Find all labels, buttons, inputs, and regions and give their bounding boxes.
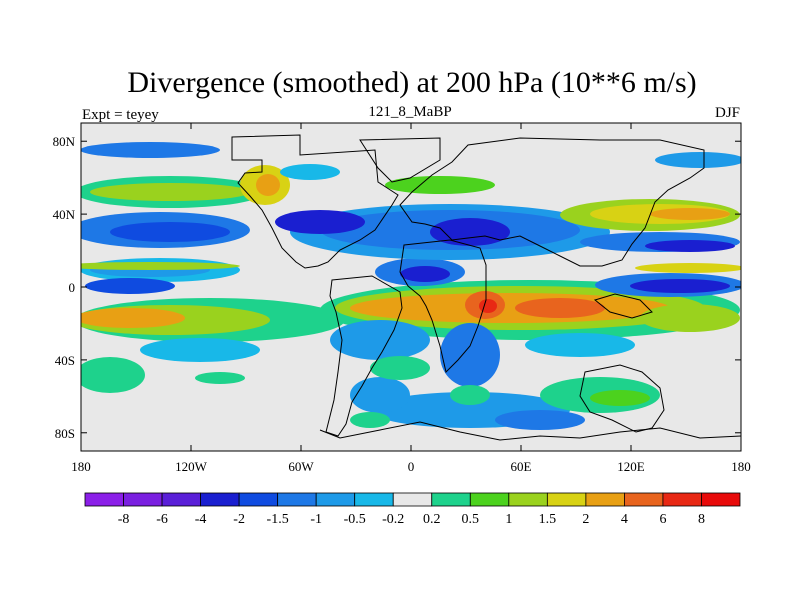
conv-arctic-east [655,152,741,168]
colorbar-swatch [161,492,201,507]
colorbar-swatch [277,492,317,507]
x-tick-label: 60W [288,459,314,474]
colorbar-label: -6 [156,512,168,527]
x-tick-label: 180 [71,459,91,474]
y-tick-label: 80N [53,134,76,149]
conv-arctic-pacific [81,142,220,158]
conv-south-atlantic [440,323,500,387]
colorbar-swatch [701,492,741,507]
colorbar-swatch [508,492,548,507]
colorbar-label: -0.2 [382,512,404,527]
conv-south-america [330,320,430,360]
chart-subtitle: 121_8_MaBP [368,104,451,120]
colorbar-label: 1 [505,512,512,527]
div-storm-track-max [650,208,730,220]
div-band-west-pacific [640,304,740,332]
colorbar-swatch [123,492,163,507]
div-peak-africa [479,299,497,313]
colorbar-label: -8 [118,512,130,527]
div-north-america-core [256,174,280,196]
div-midlat-europe [385,176,495,194]
x-axis: 180 120W 60W 0 60E 120E 180 [71,123,751,474]
x-tick-label: 180 [731,459,751,474]
coastline-australia [579,364,665,433]
coastline-maritime-continent [593,293,653,319]
colorbar-label: 8 [698,512,705,527]
colorbar-swatch [469,492,510,507]
conv-southern-ocean-core [495,410,585,430]
conv-south-pacific [140,338,260,362]
conv-core-gulf [275,210,365,234]
y-tick-label: 80S [55,426,75,441]
div-band-pacific-core [81,308,185,328]
colorbar-label: -1 [310,512,322,527]
colorbar-label: 4 [621,512,628,527]
conv-north-africa-core [400,266,450,282]
coastlines [231,134,741,441]
colorbar-swatch [662,492,702,507]
coastline-south-america [325,275,403,437]
coastline-north-america [231,134,399,269]
colorbar: -8 -6 -4 -2 -1.5 -1 -0.5 -0.2 0.2 0.5 1 1.5 2 4 6 8 [84,492,741,527]
y-tick-label: 40N [53,207,76,222]
div-south-atlantic [370,356,430,380]
colorbar-swatch [84,492,124,507]
y-axis: 80N 40N 0 40S 80S [53,134,741,441]
div-antarctic [350,412,390,428]
x-tick-label: 0 [408,459,415,474]
colorbar-label: 0.2 [423,512,441,527]
conv-arctic-america [280,164,340,180]
colorbar-label: 6 [659,512,666,527]
colorbar-swatch [315,492,356,507]
div-south-atlantic-east [450,385,490,405]
coastline-antarctica [319,421,741,441]
div-south-pacific-west [81,357,145,393]
colorbar-label: 1.5 [539,512,557,527]
conv-core-north-africa [430,218,510,246]
left-label: Expt = teyey [82,107,159,123]
colorbar-swatch [546,492,587,507]
conv-south-indian [525,333,635,357]
div-stripe-east [635,263,741,273]
conv-eq-pacific-core [85,278,175,294]
colorbar-label: -1.5 [267,512,289,527]
chart-title: Divergence (smoothed) at 200 hPa (10**6 … [127,66,696,99]
div-south-pacific-east [195,372,245,384]
right-label: DJF [715,105,740,121]
conv-subtrop-pacific-core [110,222,230,242]
y-tick-label: 40S [55,353,75,368]
div-stripe-pacific [81,262,240,270]
colorbar-swatch [431,492,471,507]
colorbar-swatch [392,492,433,507]
coastline-europe-asia [399,137,705,267]
colorbar-swatch [585,492,625,507]
colorbar-label: 2 [582,512,589,527]
conv-drake [350,377,410,413]
x-tick-label: 120W [175,459,208,474]
div-max-indian [515,298,605,318]
conv-pacific-eq-core [630,279,730,293]
x-tick-label: 120E [617,459,645,474]
y-tick-label: 0 [69,280,76,295]
colorbar-swatch [238,492,279,507]
conv-subtrop-west-pacific-core [645,240,735,252]
colorbar-label: -2 [233,512,245,527]
div-midlat-pacific [90,183,250,201]
colorbar-label: 0.5 [462,512,480,527]
x-tick-label: 60E [511,459,532,474]
colorbar-swatch [200,492,240,507]
coastline-greenland [359,137,441,183]
div-south-indian-core [590,390,650,406]
coastline-africa [399,239,487,373]
colorbar-swatch [624,492,664,507]
colorbar-label: -0.5 [344,512,366,527]
colorbar-swatch [354,492,394,507]
colorbar-label: -4 [195,512,207,527]
